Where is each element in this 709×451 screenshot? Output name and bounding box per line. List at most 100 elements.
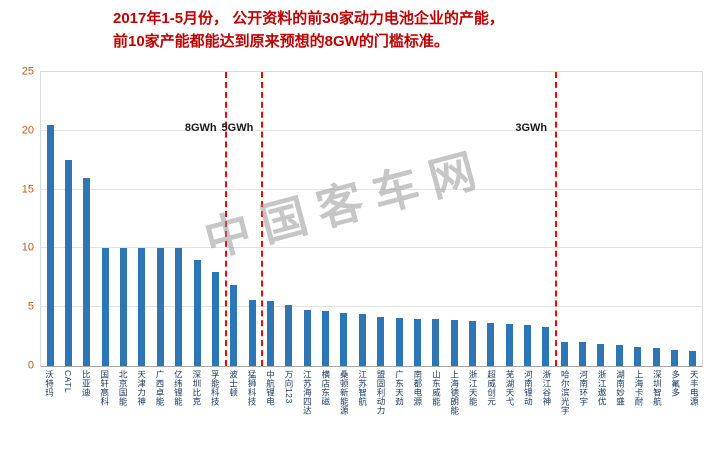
- bar-slot: [592, 72, 610, 366]
- bar-slot: [41, 72, 59, 366]
- y-axis-tick: 25: [21, 65, 34, 78]
- x-axis-label: 芜湖天弋: [501, 370, 519, 438]
- x-axis-label: 广西卓能: [151, 370, 169, 438]
- plot-area: 中国客车网 0 5 10 15 20 25 8GWh 5GWh 3GWh: [22, 66, 703, 371]
- bar: [450, 320, 458, 366]
- x-axis-label-text: 湖南妙盛: [615, 370, 626, 406]
- x-axis-label: 江苏海四达: [298, 370, 316, 438]
- bar: [65, 160, 73, 366]
- x-axis-label: 国轩高科: [95, 370, 113, 438]
- bar: [634, 347, 642, 366]
- x-axis-label: 浙江遨优: [593, 370, 611, 438]
- bar: [266, 301, 274, 366]
- x-axis-label-text: 河南锂动: [523, 370, 534, 406]
- chart-title: 2017年1-5月份， 公开资料的前30家动力电池企业的产能， 前10家产能都能…: [113, 8, 709, 53]
- x-axis-label: CATL: [58, 370, 76, 438]
- x-axis-label: 横店东磁: [316, 370, 334, 438]
- bar: [395, 317, 403, 366]
- x-axis-label-text: 万向123: [283, 370, 294, 404]
- x-axis-label: 桑顿新能源: [335, 370, 353, 438]
- bar-slot: [316, 72, 334, 366]
- x-axis-label-text: 广东天劲: [394, 370, 405, 406]
- x-axis-label-text: 波士顿: [228, 370, 239, 397]
- x-axis-label: 孚能科技: [206, 370, 224, 438]
- bar: [156, 248, 164, 366]
- x-axis-label-text: 比亚迪: [81, 370, 92, 397]
- gridline: [41, 306, 702, 308]
- x-axis-label: 天津力神: [132, 370, 150, 438]
- y-axis-tick: 10: [21, 241, 34, 254]
- gridline: [41, 188, 702, 190]
- x-axis-label-text: 浙江遨优: [597, 370, 608, 406]
- x-axis-label-text: 上海德朗能: [449, 370, 460, 415]
- bar-slot: [390, 72, 408, 366]
- bar-slot: [610, 72, 628, 366]
- bar: [652, 348, 660, 366]
- x-axis-label-text: 上海卡耐: [633, 370, 644, 406]
- y-axis-tick: 0: [27, 359, 34, 372]
- bar-slot: [78, 72, 96, 366]
- x-axis-label-text: 猛狮科技: [247, 370, 258, 406]
- x-axis-label-text: CATL: [62, 370, 73, 394]
- x-axis-label-text: 桑顿新能源: [339, 370, 350, 415]
- threshold-line: [224, 72, 227, 366]
- bar: [358, 314, 366, 366]
- threshold-line: [261, 72, 264, 366]
- bar: [248, 300, 256, 366]
- x-axis-label-text: 浙江谷神: [541, 370, 552, 406]
- x-axis-label: 深圳比克: [187, 370, 205, 438]
- gridline: [41, 247, 702, 249]
- bar-slot: [170, 72, 188, 366]
- bar-slot: [445, 72, 463, 366]
- x-axis-label: 深圳智航: [648, 370, 666, 438]
- x-axis-label-text: 江苏智航: [357, 370, 368, 406]
- x-axis-label: 浙江天能: [464, 370, 482, 438]
- x-axis-label: 山东威能: [427, 370, 445, 438]
- x-axis-label-text: 沃特玛: [44, 370, 55, 397]
- x-axis-label: 盟固利动力: [372, 370, 390, 438]
- bar-slot: [408, 72, 426, 366]
- bar-slot: [573, 72, 591, 366]
- x-axis-label-text: 孚能科技: [210, 370, 221, 406]
- bar: [615, 344, 623, 366]
- y-axis-tick: 20: [21, 124, 34, 137]
- x-axis-label-text: 盟固利动力: [376, 370, 387, 415]
- bar-slot: [353, 72, 371, 366]
- bar-slot: [298, 72, 316, 366]
- bar: [175, 248, 183, 366]
- threshold-label: 8GWh: [184, 122, 217, 134]
- x-axis-label-text: 亿纬锂能: [173, 370, 184, 406]
- bar-slot: [280, 72, 298, 366]
- bar: [689, 350, 697, 366]
- bar: [193, 260, 201, 366]
- bar: [524, 324, 532, 366]
- bar: [432, 318, 440, 366]
- bar-slot: [647, 72, 665, 366]
- bar-slot: [225, 72, 243, 366]
- x-axis-label-text: 江苏海四达: [302, 370, 313, 415]
- x-axis-label: 江苏智航: [353, 370, 371, 438]
- x-axis-label-text: 北京国能: [118, 370, 129, 406]
- bar-slot: [463, 72, 481, 366]
- x-axis-label: 沃特玛: [40, 370, 58, 438]
- bar-slot: [59, 72, 77, 366]
- bar: [560, 342, 568, 366]
- x-axis-label: 湖南妙盛: [611, 370, 629, 438]
- threshold-line: [555, 72, 558, 366]
- bar-slot: [133, 72, 151, 366]
- x-axis-label-text: 深圳比克: [191, 370, 202, 406]
- bar-slot: [482, 72, 500, 366]
- bar-slot: [114, 72, 132, 366]
- x-axis-label: 波士顿: [224, 370, 242, 438]
- x-axis-label: 上海德朗能: [445, 370, 463, 438]
- x-axis-label-text: 山东威能: [431, 370, 442, 406]
- bar-slot: [371, 72, 389, 366]
- x-axis-label: 北京国能: [114, 370, 132, 438]
- bar-slot: [427, 72, 445, 366]
- x-axis-label-text: 芜湖天弋: [505, 370, 515, 406]
- x-axis-label-text: 超威创元: [486, 370, 497, 406]
- bar: [303, 309, 311, 366]
- x-axis-label: 万向123: [279, 370, 297, 438]
- bar-slot: [500, 72, 518, 366]
- bar: [285, 304, 293, 366]
